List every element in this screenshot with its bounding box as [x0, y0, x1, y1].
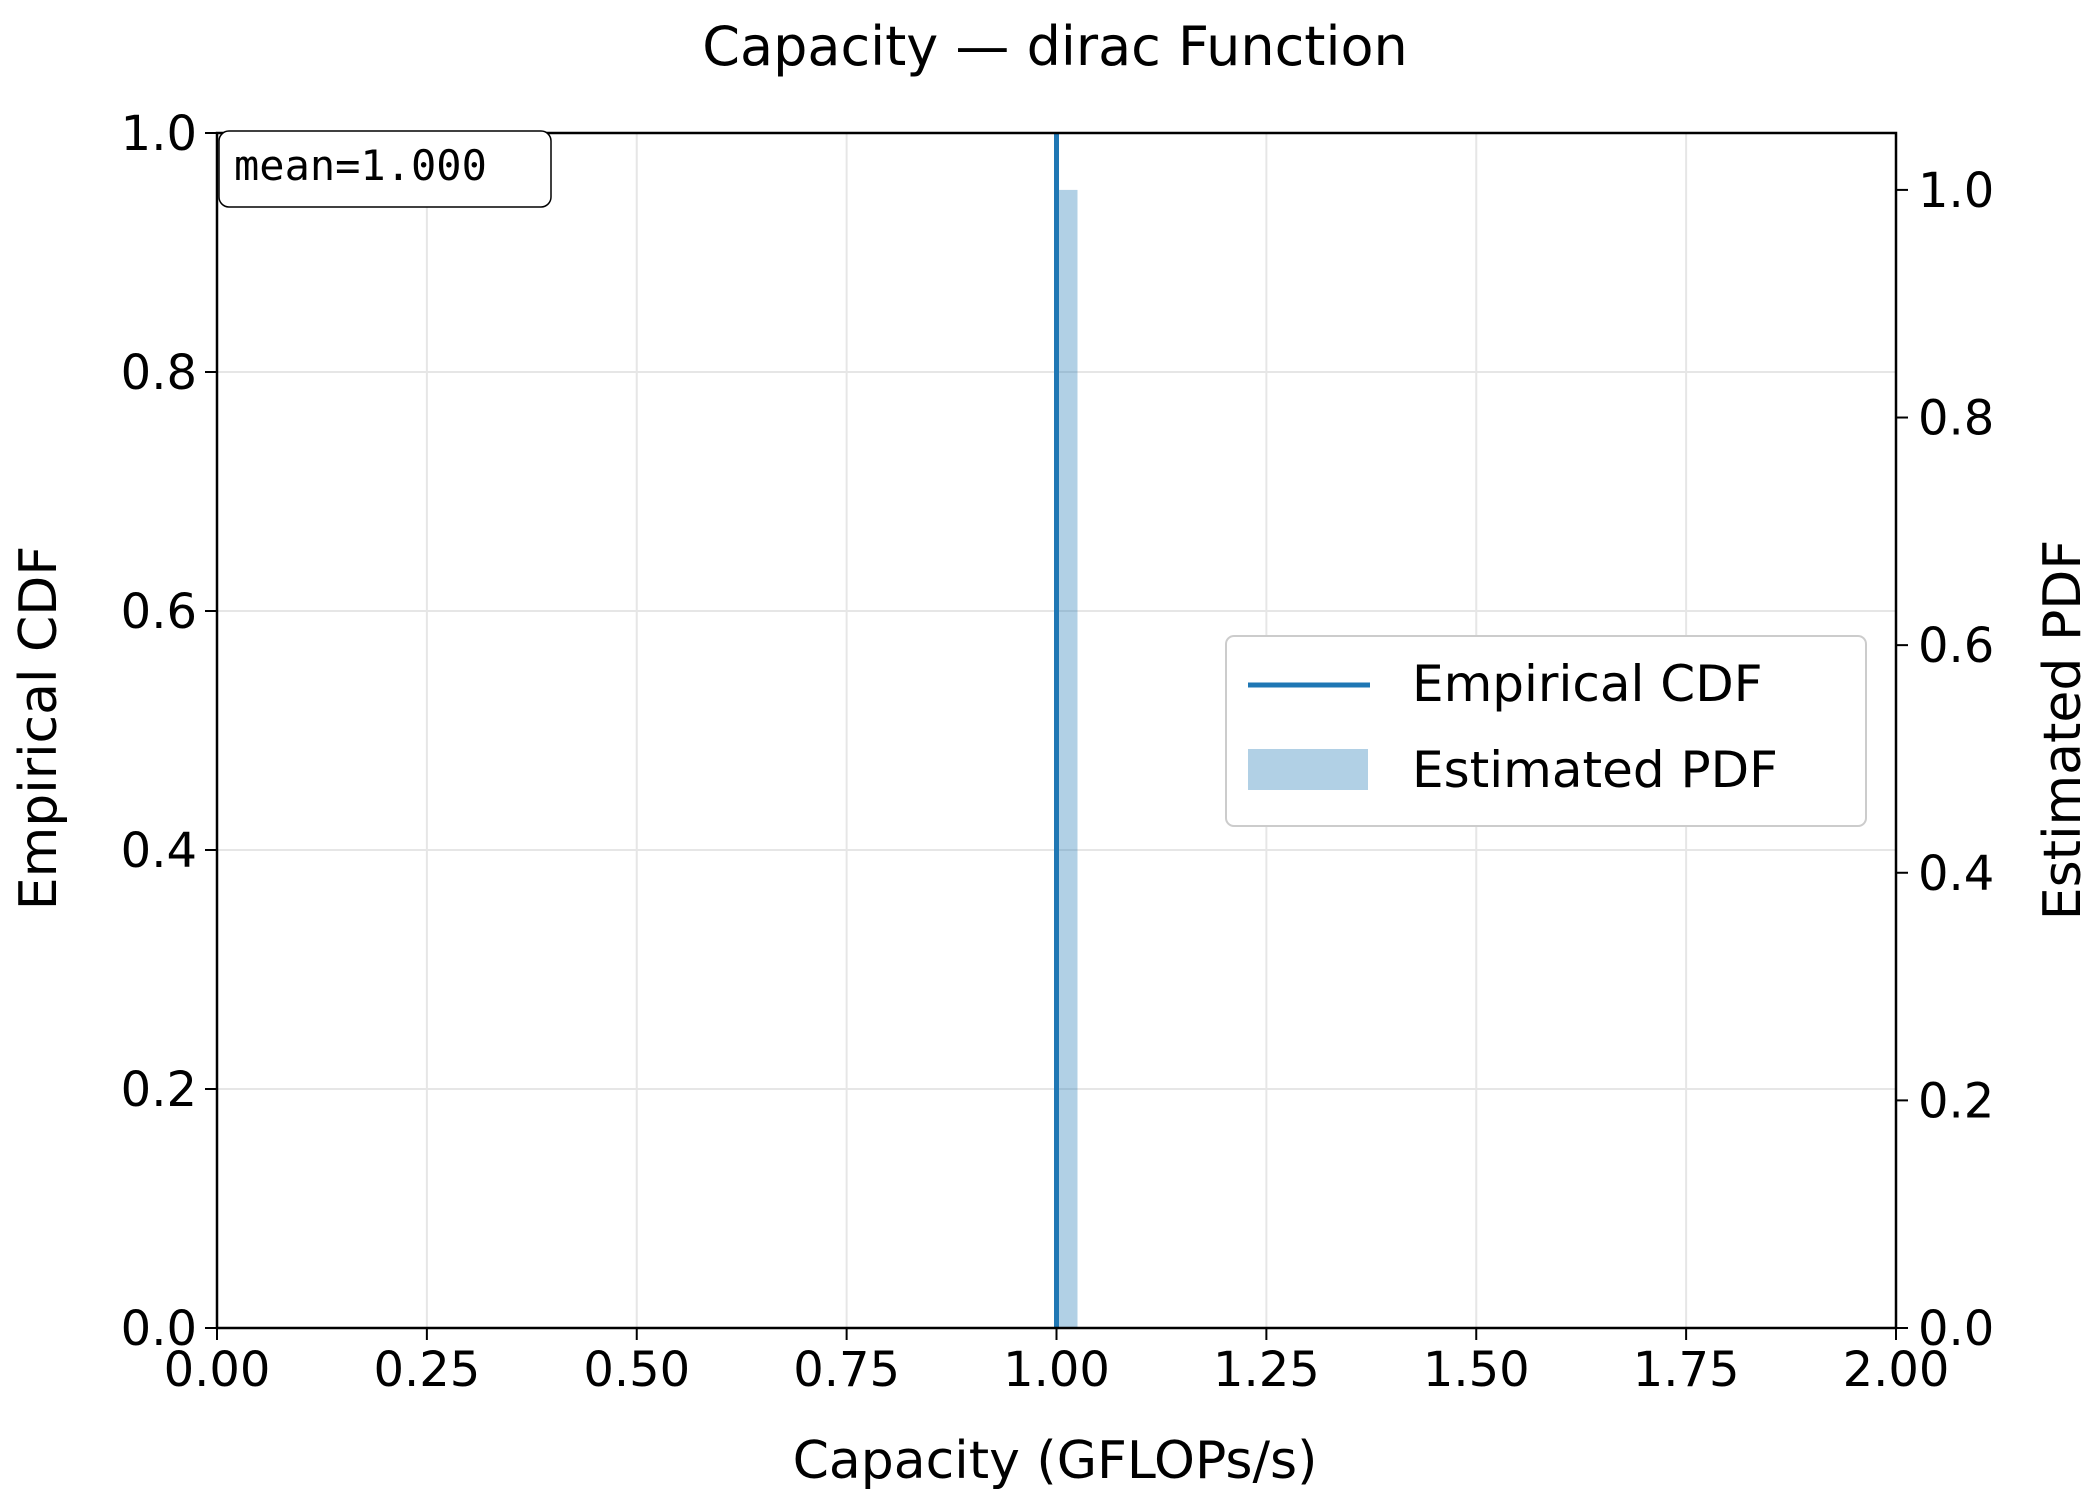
y-tick-label: 1.0	[121, 106, 197, 162]
x-tick-label: 1.75	[1633, 1342, 1740, 1398]
legend-label-pdf: Estimated PDF	[1412, 741, 1778, 799]
x-tick-label: 0.00	[164, 1342, 271, 1398]
x-tick-label: 1.00	[1003, 1342, 1110, 1398]
y2-axis-label: Estimated PDF	[2033, 540, 2093, 921]
y-tick-label: 0.0	[121, 1301, 197, 1357]
x-tick-label: 2.00	[1843, 1342, 1950, 1398]
y2-tick-label: 0.2	[1918, 1073, 1994, 1129]
plot-area	[1054, 133, 1078, 1328]
mean-annotation: mean=1.000	[234, 141, 487, 190]
x-tick-label: 1.50	[1423, 1342, 1530, 1398]
legend-swatch-pdf	[1248, 749, 1368, 790]
chart-title: Capacity — dirac Function	[702, 15, 1407, 78]
y2-tick-label: 0.0	[1918, 1301, 1994, 1357]
annotation-box: mean=1.000	[218, 130, 552, 208]
legend-label-cdf: Empirical CDF	[1412, 655, 1762, 713]
y-axis-label: Empirical CDF	[9, 546, 69, 910]
y2-tick-label: 0.8	[1918, 391, 1994, 447]
pdf-bar	[1056, 189, 1078, 1328]
legend: Empirical CDF Estimated PDF	[1225, 635, 1867, 827]
y-tick-label: 0.2	[121, 1062, 197, 1118]
x-tick-label: 1.25	[1213, 1342, 1320, 1398]
axes: 0.00 0.25 0.50 0.75 1.00 1.25 1.50 1.75 2.000.00…	[121, 106, 1995, 1398]
y2-tick-label: 0.4	[1918, 846, 1994, 902]
y2-tick-label: 0.6	[1918, 618, 1994, 674]
y-tick-label: 0.8	[121, 345, 197, 401]
y-tick-label: 0.6	[121, 584, 197, 640]
x-tick-label: 0.50	[583, 1342, 690, 1398]
x-axis-label: Capacity (GFLOPs/s)	[793, 1431, 1318, 1491]
y2-tick-label: 1.0	[1918, 163, 1994, 219]
y-tick-label: 0.4	[121, 823, 197, 879]
x-tick-label: 0.75	[793, 1342, 900, 1398]
x-tick-label: 0.25	[373, 1342, 480, 1398]
